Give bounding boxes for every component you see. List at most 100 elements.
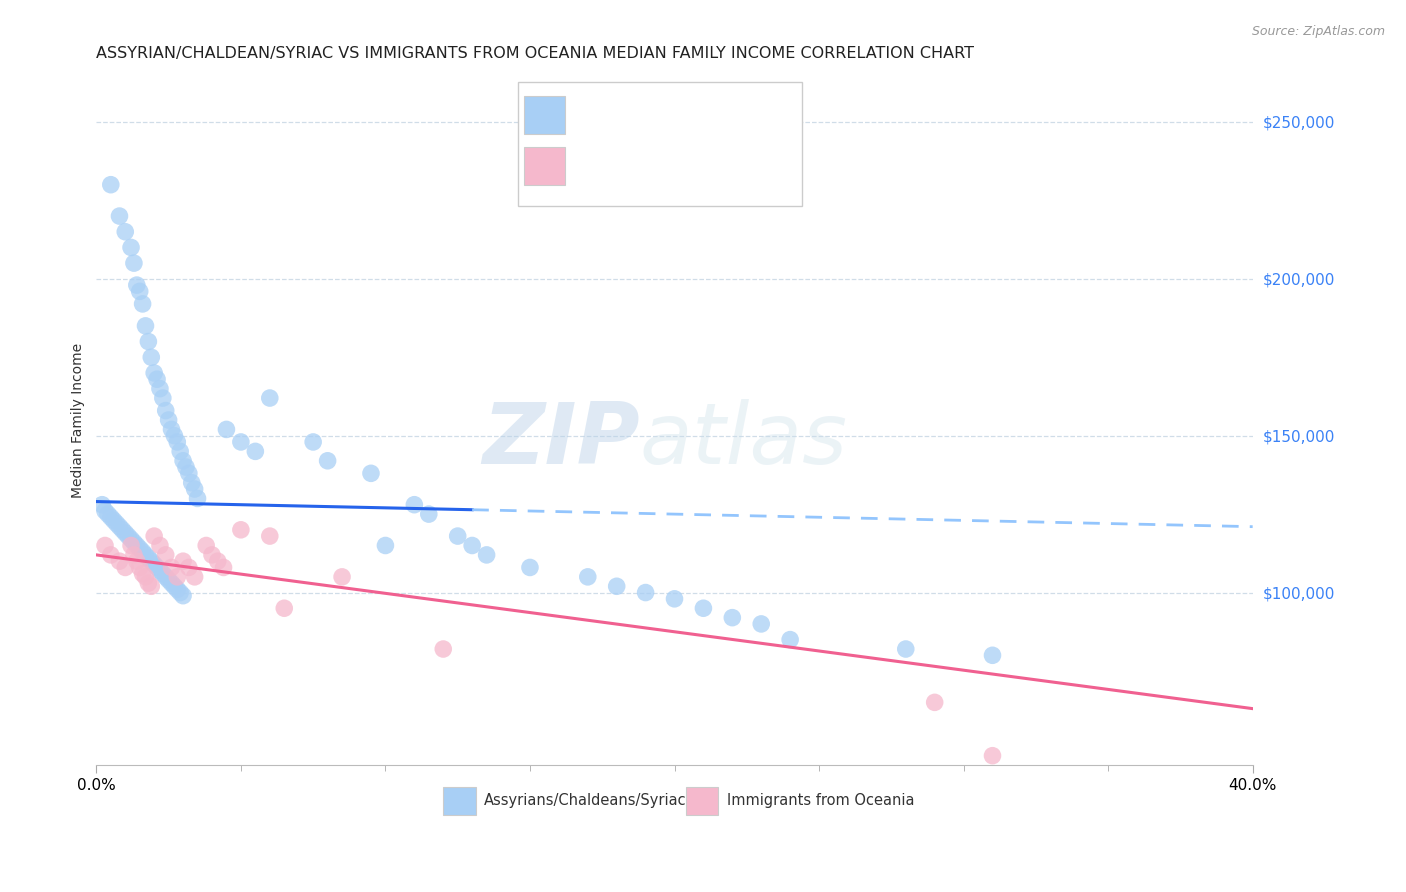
Point	[475, 548, 498, 562]
Point	[120, 240, 142, 254]
Point	[128, 541, 150, 556]
Point	[183, 482, 205, 496]
Point	[94, 504, 117, 518]
Point	[120, 533, 142, 547]
Point	[177, 467, 200, 481]
Point	[125, 554, 148, 568]
Point	[128, 285, 150, 299]
Y-axis label: Median Family Income: Median Family Income	[72, 343, 86, 498]
Point	[664, 591, 686, 606]
Point	[152, 566, 174, 581]
Point	[174, 460, 197, 475]
Point	[157, 573, 180, 587]
FancyBboxPatch shape	[686, 788, 718, 814]
Point	[134, 318, 156, 333]
Point	[138, 576, 160, 591]
Point	[94, 539, 117, 553]
Point	[108, 519, 131, 533]
Point	[108, 554, 131, 568]
Point	[186, 491, 208, 506]
Point	[100, 510, 122, 524]
Point	[155, 570, 177, 584]
Point	[330, 570, 353, 584]
Point	[143, 529, 166, 543]
Point	[245, 444, 267, 458]
FancyBboxPatch shape	[443, 788, 475, 814]
Point	[177, 560, 200, 574]
Point	[117, 529, 139, 543]
Text: Source: ZipAtlas.com: Source: ZipAtlas.com	[1251, 25, 1385, 38]
FancyBboxPatch shape	[519, 82, 801, 206]
Point	[259, 391, 281, 405]
Point	[143, 366, 166, 380]
Point	[105, 516, 128, 531]
Point	[201, 548, 224, 562]
Point	[141, 351, 163, 365]
Point	[122, 548, 145, 562]
Point	[120, 539, 142, 553]
Text: ASSYRIAN/CHALDEAN/SYRIAC VS IMMIGRANTS FROM OCEANIA MEDIAN FAMILY INCOME CORRELA: ASSYRIAN/CHALDEAN/SYRIAC VS IMMIGRANTS F…	[97, 46, 974, 62]
Point	[172, 454, 194, 468]
Point	[149, 539, 172, 553]
FancyBboxPatch shape	[524, 95, 565, 134]
Point	[166, 570, 188, 584]
Point	[114, 225, 136, 239]
Point	[138, 551, 160, 566]
Point	[128, 560, 150, 574]
Point	[634, 585, 657, 599]
Text: N = 80: N = 80	[697, 107, 755, 121]
Point	[195, 539, 218, 553]
FancyBboxPatch shape	[524, 147, 565, 186]
Point	[160, 560, 183, 574]
Point	[131, 566, 153, 581]
Point	[141, 579, 163, 593]
Point	[163, 428, 186, 442]
Point	[316, 454, 339, 468]
Point	[721, 610, 744, 624]
Text: R = -0.024: R = -0.024	[574, 107, 657, 121]
Text: atlas: atlas	[640, 400, 848, 483]
Point	[606, 579, 628, 593]
Point	[180, 475, 202, 490]
Point	[138, 334, 160, 349]
Point	[374, 539, 396, 553]
Point	[91, 498, 114, 512]
Text: Assyrians/Chaldeans/Syriacs: Assyrians/Chaldeans/Syriacs	[484, 794, 695, 808]
Point	[97, 507, 120, 521]
Point	[141, 554, 163, 568]
Point	[146, 560, 169, 574]
Point	[779, 632, 801, 647]
Point	[157, 413, 180, 427]
Point	[152, 391, 174, 405]
Point	[169, 444, 191, 458]
Point	[114, 525, 136, 540]
Point	[169, 585, 191, 599]
Point	[172, 589, 194, 603]
Point	[981, 648, 1004, 663]
Point	[160, 422, 183, 436]
Point	[146, 372, 169, 386]
Point	[143, 558, 166, 572]
Point	[108, 209, 131, 223]
Point	[981, 748, 1004, 763]
Text: Immigrants from Oceania: Immigrants from Oceania	[727, 794, 914, 808]
Point	[125, 539, 148, 553]
Point	[302, 434, 325, 449]
Point	[894, 642, 917, 657]
Point	[122, 535, 145, 549]
Text: R = -0.270: R = -0.270	[574, 159, 657, 174]
Point	[212, 560, 235, 574]
Point	[100, 178, 122, 192]
Point	[114, 560, 136, 574]
Point	[111, 523, 134, 537]
Point	[183, 570, 205, 584]
Point	[273, 601, 295, 615]
Point	[122, 256, 145, 270]
Point	[155, 548, 177, 562]
Point	[229, 523, 252, 537]
Point	[163, 579, 186, 593]
Point	[149, 382, 172, 396]
Point	[166, 434, 188, 449]
Point	[215, 422, 238, 436]
Point	[166, 582, 188, 597]
